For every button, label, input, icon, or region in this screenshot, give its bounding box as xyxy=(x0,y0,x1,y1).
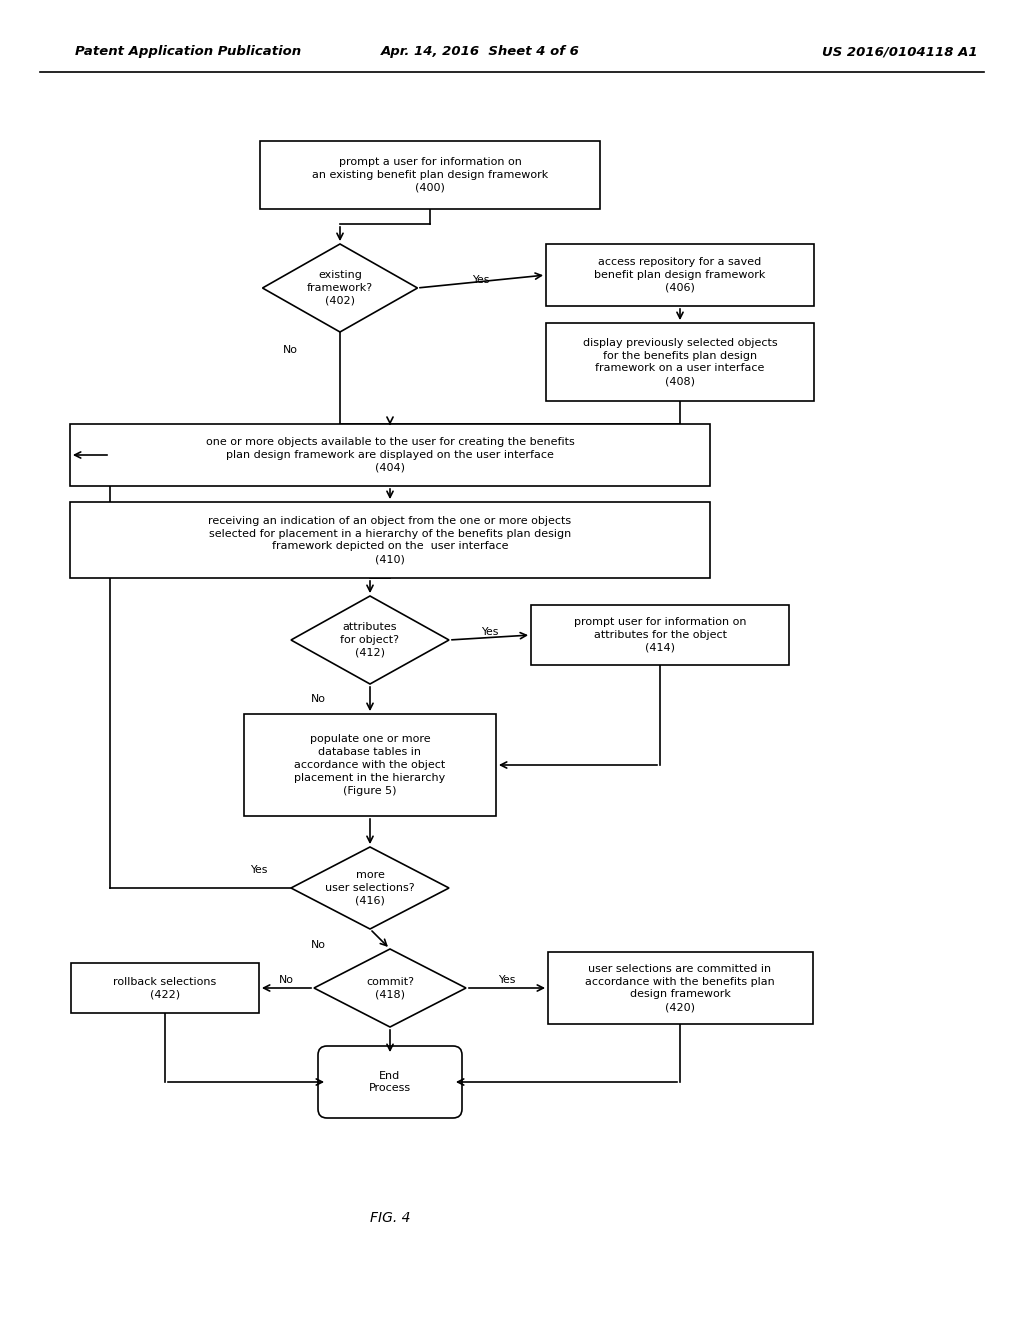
Text: one or more objects available to the user for creating the benefits
plan design : one or more objects available to the use… xyxy=(206,437,574,473)
Text: display previously selected objects
for the benefits plan design
framework on a : display previously selected objects for … xyxy=(583,338,777,387)
Text: more
user selections?
(416): more user selections? (416) xyxy=(326,870,415,906)
Text: End
Process: End Process xyxy=(369,1071,411,1093)
Text: rollback selections
(422): rollback selections (422) xyxy=(114,977,217,999)
Text: Yes: Yes xyxy=(481,627,499,638)
Text: FIG. 4: FIG. 4 xyxy=(370,1210,411,1225)
Text: populate one or more
database tables in
accordance with the object
placement in : populate one or more database tables in … xyxy=(294,734,445,796)
FancyBboxPatch shape xyxy=(531,605,790,665)
Polygon shape xyxy=(291,847,449,929)
FancyBboxPatch shape xyxy=(71,964,259,1012)
Text: No: No xyxy=(283,345,298,355)
FancyBboxPatch shape xyxy=(70,424,710,486)
Text: No: No xyxy=(310,694,326,704)
FancyBboxPatch shape xyxy=(70,502,710,578)
Text: existing
framework?
(402): existing framework? (402) xyxy=(307,271,373,306)
Text: No: No xyxy=(279,975,294,985)
Text: Patent Application Publication: Patent Application Publication xyxy=(75,45,301,58)
FancyBboxPatch shape xyxy=(546,323,814,401)
Text: prompt a user for information on
an existing benefit plan design framework
(400): prompt a user for information on an exis… xyxy=(312,157,548,193)
Text: No: No xyxy=(310,940,326,950)
FancyBboxPatch shape xyxy=(260,141,600,209)
FancyBboxPatch shape xyxy=(318,1045,462,1118)
FancyBboxPatch shape xyxy=(546,244,814,306)
Text: Apr. 14, 2016  Sheet 4 of 6: Apr. 14, 2016 Sheet 4 of 6 xyxy=(381,45,580,58)
Text: access repository for a saved
benefit plan design framework
(406): access repository for a saved benefit pl… xyxy=(594,257,766,293)
FancyBboxPatch shape xyxy=(244,714,496,816)
FancyBboxPatch shape xyxy=(548,952,812,1024)
Text: US 2016/0104118 A1: US 2016/0104118 A1 xyxy=(822,45,978,58)
Polygon shape xyxy=(314,949,466,1027)
Text: Yes: Yes xyxy=(250,865,267,875)
Text: receiving an indication of an object from the one or more objects
selected for p: receiving an indication of an object fro… xyxy=(209,516,571,564)
Text: attributes
for object?
(412): attributes for object? (412) xyxy=(341,622,399,657)
Text: commit?
(418): commit? (418) xyxy=(366,977,414,999)
Text: Yes: Yes xyxy=(499,975,516,985)
Text: prompt user for information on
attributes for the object
(414): prompt user for information on attribute… xyxy=(573,618,746,653)
Polygon shape xyxy=(291,597,449,684)
Text: user selections are committed in
accordance with the benefits plan
design framew: user selections are committed in accorda… xyxy=(585,964,775,1012)
Text: Yes: Yes xyxy=(472,275,489,285)
Polygon shape xyxy=(262,244,418,333)
